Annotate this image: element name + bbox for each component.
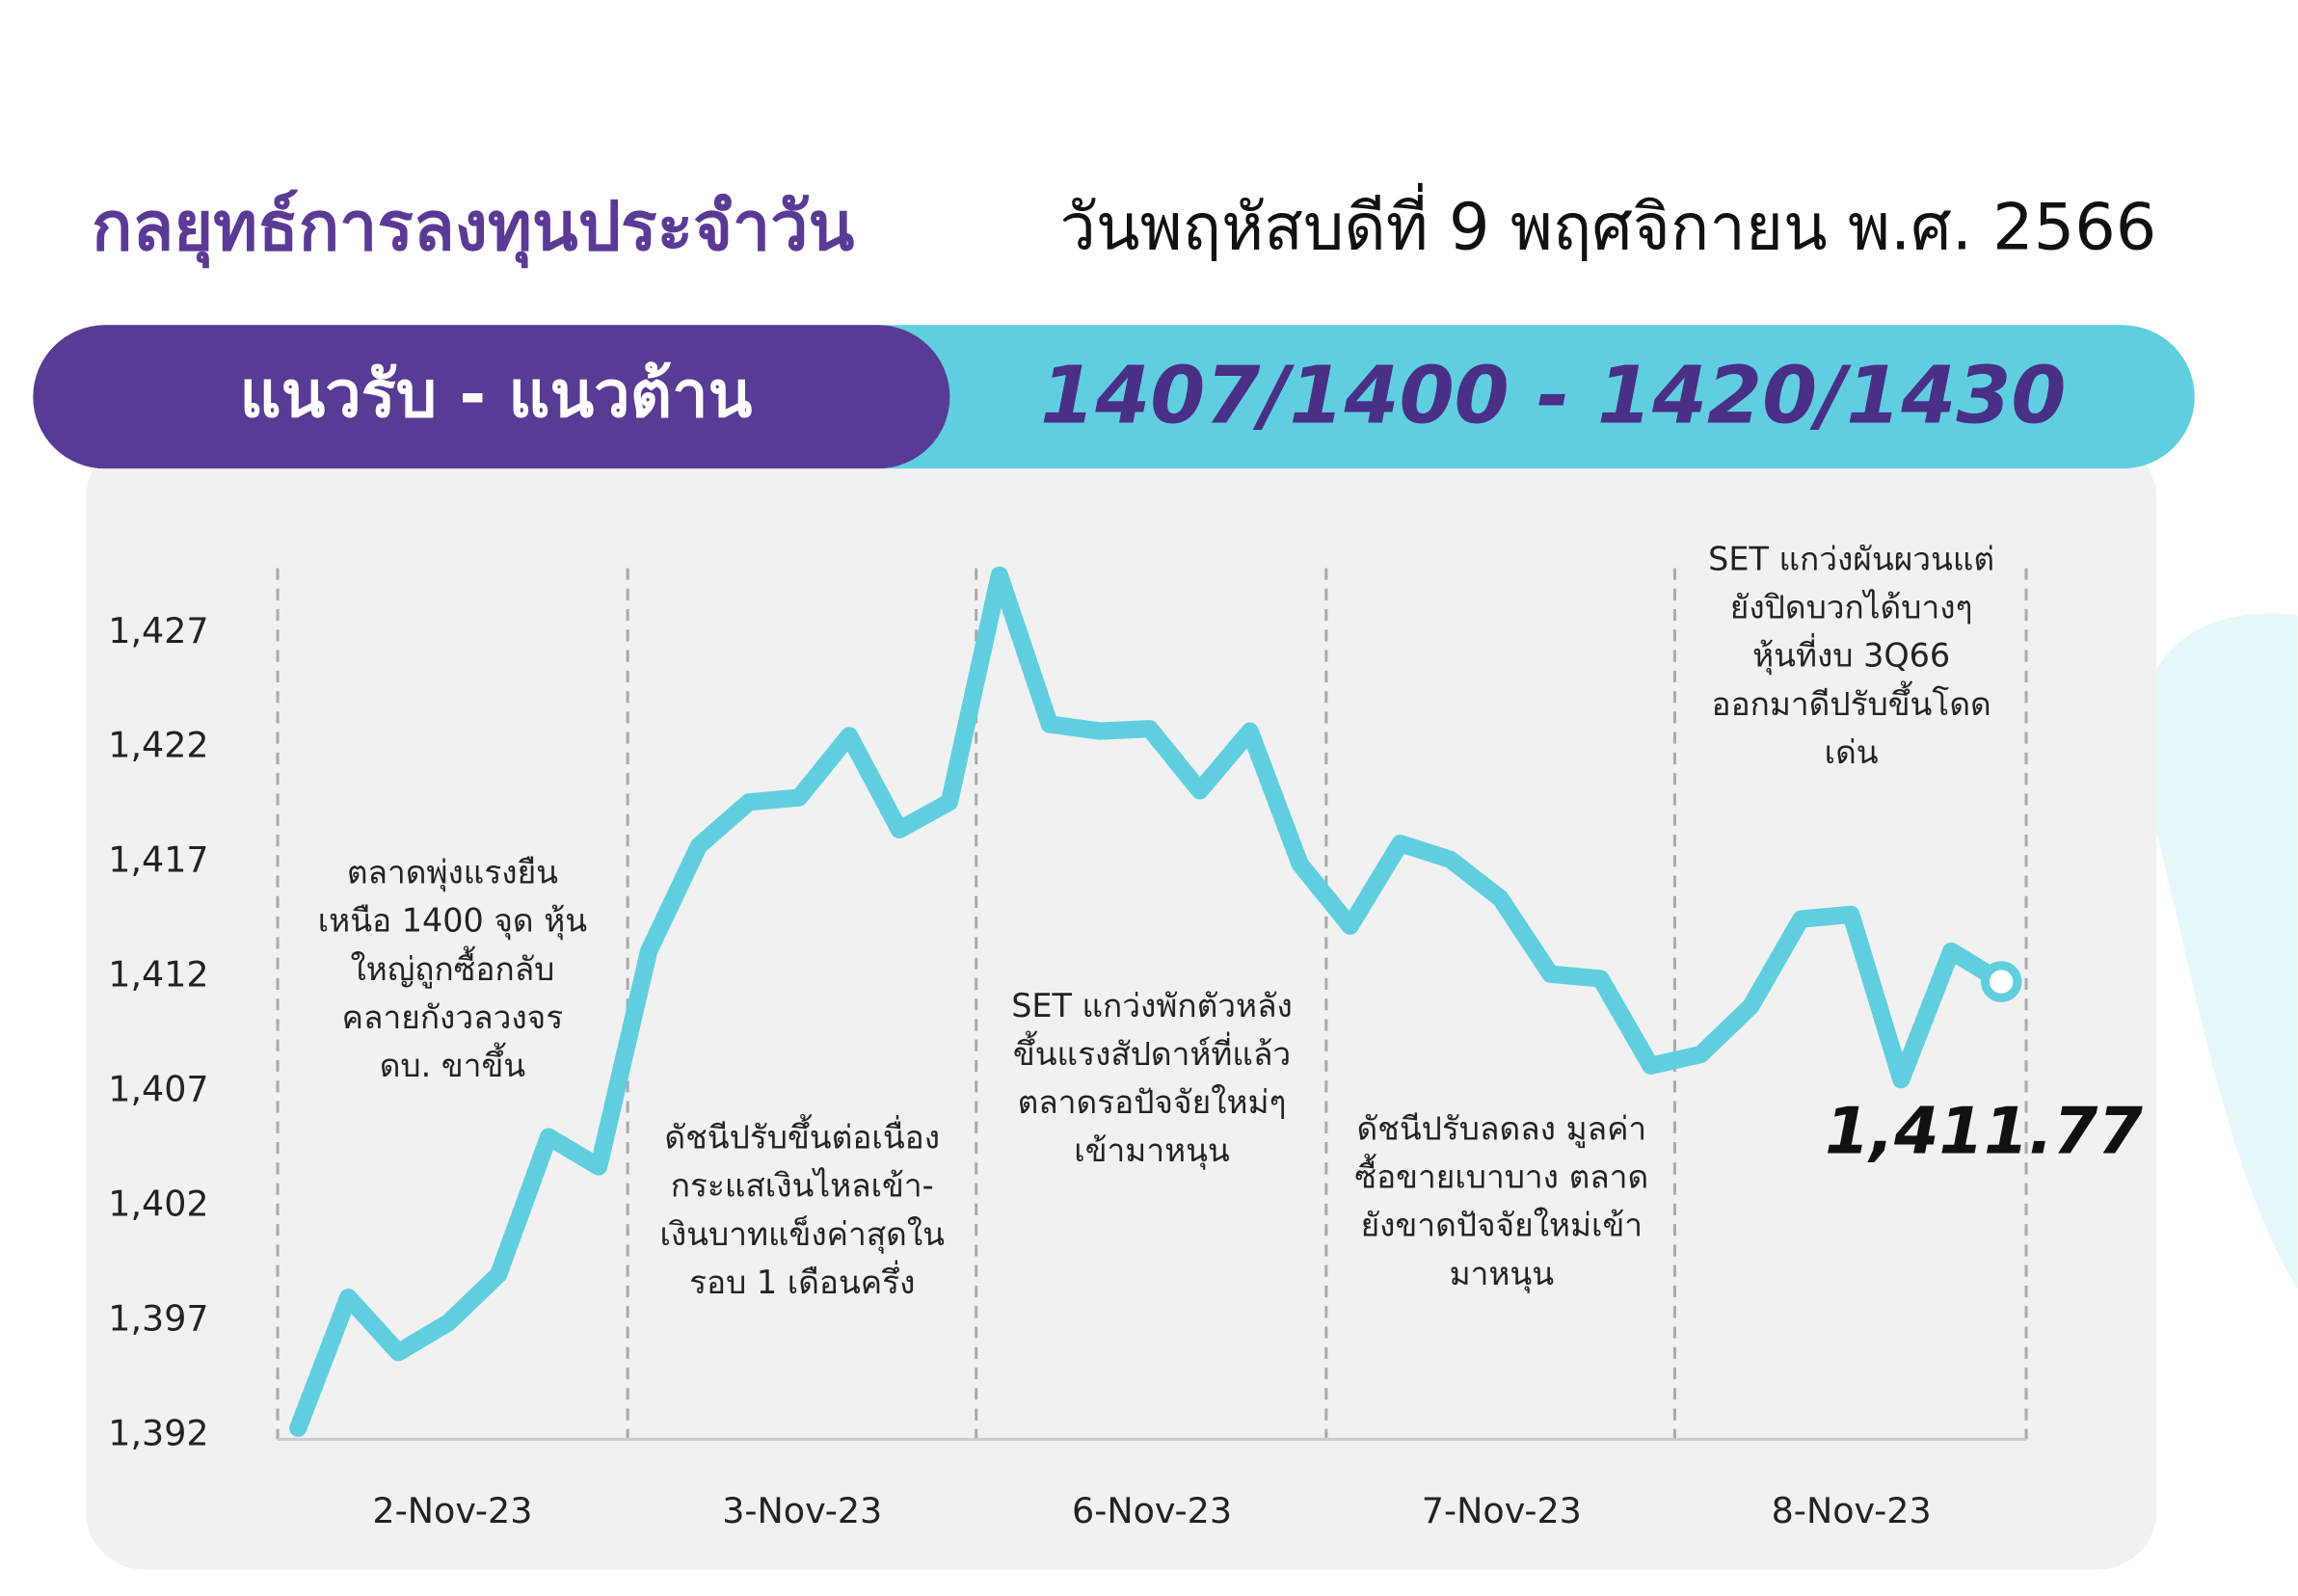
y-tick-label: 1,422 bbox=[108, 725, 208, 766]
annotation: ใหญ่ถูกซื้อกลับ bbox=[350, 945, 554, 989]
annotation: หุ้นที่งบ 3Q66 bbox=[1752, 633, 1950, 676]
chart-title: กลยุทธ์การลงทุนประจำวัน bbox=[92, 188, 854, 269]
annotation: เข้ามาหนุน bbox=[1074, 1131, 1230, 1170]
annotation: ดัชนีปรับขึ้นต่อเนื่อง bbox=[664, 1113, 940, 1156]
annotation: ตลาดพุ่งแรงยืน bbox=[347, 854, 558, 892]
y-tick-label: 1,427 bbox=[108, 610, 208, 652]
banner-label-bg bbox=[33, 325, 950, 469]
value-label: 1,411.77 bbox=[1825, 1094, 2143, 1169]
annotation: มาหนุน bbox=[1450, 1255, 1555, 1293]
background-shape bbox=[2139, 613, 2298, 1289]
y-tick-label: 1,392 bbox=[108, 1412, 208, 1453]
annotation: ซื้อขายเบาบาง ตลาด bbox=[1354, 1154, 1648, 1196]
annotation: ดบ. ขาขึ้น bbox=[380, 1042, 526, 1084]
annotation: SET แกว่งผันผวนแต่ bbox=[1708, 540, 1994, 577]
annotation: ขึ้นแรงสัปดาห์ที่แล้ว bbox=[1013, 1030, 1291, 1073]
annotation: ตลาดรอปัจจัยใหม่ๆ bbox=[1018, 1083, 1287, 1121]
y-tick-label: 1,397 bbox=[108, 1297, 208, 1339]
last-point bbox=[1980, 961, 2022, 1002]
x-tick-label: 7-Nov-23 bbox=[1422, 1490, 1582, 1531]
annotation: กระแสเงินไหลเข้า- bbox=[671, 1167, 934, 1205]
annotation: ออกมาดีปรับขึ้นโดด bbox=[1712, 680, 1991, 723]
x-tick-label: 6-Nov-23 bbox=[1072, 1490, 1232, 1531]
line-series bbox=[289, 566, 2011, 1437]
annotation: ดัชนีปรับลดลง มูลค่า bbox=[1356, 1109, 1646, 1148]
x-tick-label: 8-Nov-23 bbox=[1772, 1490, 1932, 1531]
annotation: ยังขาดปัจจัยใหม่เข้า bbox=[1361, 1207, 1643, 1244]
banner-label: แนวรับ - แนวต้าน bbox=[240, 357, 753, 432]
annotation: SET แกว่งพักตัวหลัง bbox=[1011, 987, 1293, 1024]
x-tick-label: 3-Nov-23 bbox=[722, 1490, 882, 1531]
annotation: รอบ 1 เดือนครึ่ง bbox=[689, 1260, 915, 1301]
banner-value: 1407/1400 - 1420/1430 bbox=[1040, 351, 2066, 442]
y-tick-label: 1,407 bbox=[108, 1069, 208, 1110]
y-tick-label: 1,412 bbox=[108, 954, 208, 996]
y-tick-label: 1,402 bbox=[108, 1183, 208, 1224]
chart-panel bbox=[86, 439, 2157, 1570]
chart-subtitle: วันพฤหัสบดีที่ 9 พฤศจิกายน พ.ศ. 2566 bbox=[1059, 183, 2156, 265]
annotation: คลายกังวลวงจร bbox=[342, 998, 564, 1036]
annotation: เหนือ 1400 จุด หุ้น bbox=[318, 902, 588, 941]
annotation: ยังปิดบวกได้บางๆ bbox=[1730, 589, 1973, 626]
annotation: เงินบาทแข็งค่าสุดใน bbox=[659, 1214, 945, 1254]
x-tick-label: 2-Nov-23 bbox=[372, 1490, 532, 1531]
annotation: เด่น bbox=[1825, 733, 1879, 771]
y-tick-label: 1,417 bbox=[108, 839, 208, 881]
